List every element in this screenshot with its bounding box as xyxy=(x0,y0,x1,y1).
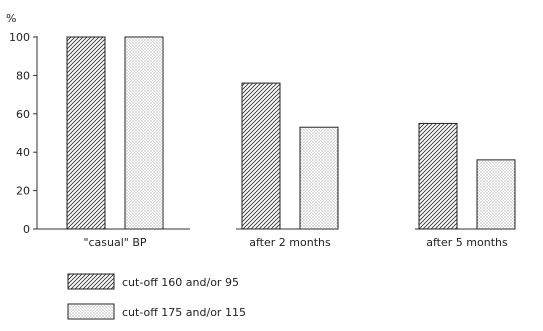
y-tick-label: 100 xyxy=(9,31,30,44)
legend: cut-off 160 and/or 95 cut-off 175 and/or … xyxy=(67,273,246,320)
y-tick-label: 40 xyxy=(16,146,30,159)
bar-cutoff-175-115-0 xyxy=(124,36,164,230)
x-category-label: "casual" BP xyxy=(83,236,146,249)
legend-label: cut-off 175 and/or 115 xyxy=(122,306,246,319)
legend-label: cut-off 160 and/or 95 xyxy=(122,276,239,289)
x-category-label: after 5 months xyxy=(426,236,508,249)
bar-cutoff-160-95-2 xyxy=(418,122,458,230)
y-axis-unit-label: % xyxy=(6,12,16,25)
y-tick-label: 20 xyxy=(16,185,30,198)
legend-swatch xyxy=(67,273,115,290)
y-tick-label: 0 xyxy=(23,223,30,236)
y-tick-label: 60 xyxy=(16,108,30,121)
legend-swatch xyxy=(67,303,115,320)
bar-cutoff-175-115-2 xyxy=(476,159,516,230)
x-category-label: after 2 months xyxy=(249,236,331,249)
y-tick-label: 80 xyxy=(16,69,30,82)
bar-cutoff-175-115-1 xyxy=(299,126,339,230)
bar-cutoff-160-95-1 xyxy=(241,82,281,230)
bar-cutoff-160-95-0 xyxy=(66,36,106,230)
